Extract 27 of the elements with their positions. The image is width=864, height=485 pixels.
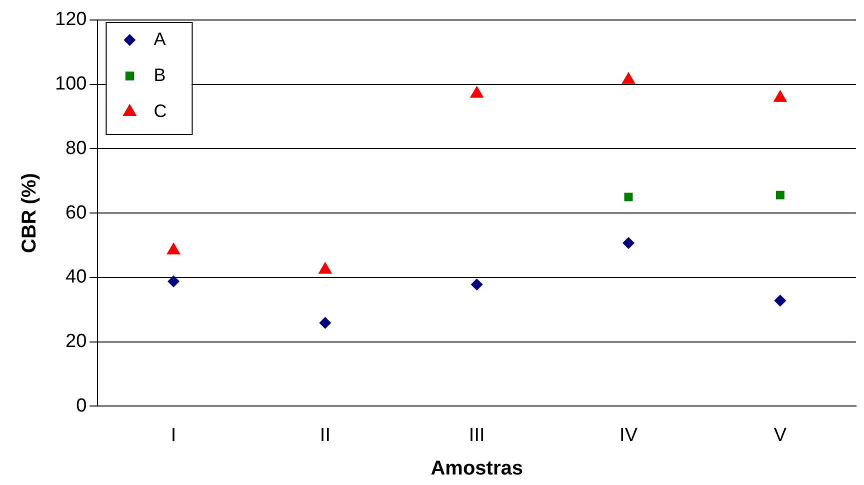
- y-axis-title: CBR (%): [18, 173, 41, 254]
- point: [168, 275, 180, 288]
- y-tick-label: 120: [55, 9, 87, 30]
- legend-label: A: [154, 28, 166, 49]
- point: [319, 316, 332, 329]
- x-tick-label: II: [320, 424, 330, 446]
- x-tick-label: IV: [620, 424, 638, 446]
- point: [624, 192, 633, 202]
- y-tick-label: 0: [76, 395, 87, 416]
- x-axis-title: Amostras: [430, 458, 523, 480]
- y-tick-label: 80: [66, 138, 87, 159]
- x-tick-label: V: [774, 424, 787, 446]
- y-tick-label: 40: [66, 266, 87, 288]
- point: [622, 237, 635, 250]
- point: [773, 90, 788, 102]
- y-tick-label: 20: [66, 331, 87, 352]
- x-tick-label: I: [170, 424, 176, 446]
- x-tick-label: III: [468, 424, 485, 446]
- legend-label: C: [154, 100, 167, 121]
- y-tick-label: 60: [66, 202, 87, 224]
- y-tick-label: 100: [55, 74, 87, 95]
- point: [470, 278, 483, 291]
- legend-label: B: [154, 64, 166, 85]
- point: [470, 86, 484, 98]
- point: [776, 190, 784, 200]
- point: [774, 294, 786, 307]
- point: [622, 72, 636, 84]
